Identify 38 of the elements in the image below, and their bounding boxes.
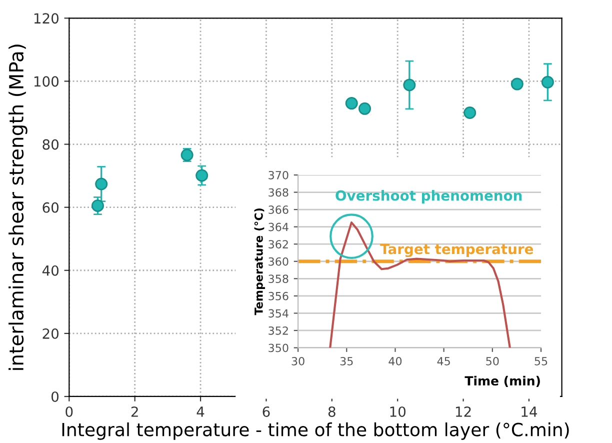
x-axis-title: Time (min) [464,376,540,388]
y-tick-label: 356 [268,292,288,300]
x-tick-label: 50 [486,356,499,366]
y-tick-label: 40 [42,265,59,276]
x-tick-label: 10 [390,406,406,417]
y-axis-title: Temperature (°C) [254,208,266,316]
y-tick-label: 364 [268,222,288,232]
x-tick-label: 45 [437,357,450,366]
x-tick-label: 55 [534,357,548,366]
x-tick-label: 30 [292,356,304,366]
x-tick-label: 12 [456,406,471,417]
x-tick-label: 2 [131,406,138,417]
y-tick-label: 358 [268,274,288,284]
x-tick-label: 8 [328,406,336,417]
x-tick-label: 6 [262,406,270,417]
x-tick-label: 40 [388,356,402,366]
y-tick-label: 20 [42,328,59,339]
y-tick-label: 366 [268,206,288,214]
y-tick-label: 80 [42,139,59,150]
y-tick-label: 354 [268,309,288,318]
y-tick-label: 360 [268,257,288,266]
y-tick-label: 0 [52,391,59,402]
x-tick-label: 35 [340,356,353,366]
annotation: Overshoot phenomenon [336,190,522,204]
y-tick-label: 100 [34,76,59,87]
ref-line-label: Target temperature [380,244,534,258]
x-tick-label: 14 [522,406,538,417]
y-tick-label: 362 [268,240,288,248]
x-tick-label: 0 [66,406,73,417]
y-tick-label: 120 [34,13,59,24]
x-axis-title: Integral temperature - time of the bottom layer (°C.min) [62,422,569,440]
x-tick-label: 4 [196,406,204,417]
y-axis-title: interlaminar shear strength (MPa) [8,44,28,370]
y-tick-label: 352 [268,326,288,335]
y-tick-label: 368 [268,188,288,197]
y-tick-label: 370 [268,170,288,180]
y-tick-label: 60 [42,202,59,213]
y-tick-label: 350 [268,344,288,352]
